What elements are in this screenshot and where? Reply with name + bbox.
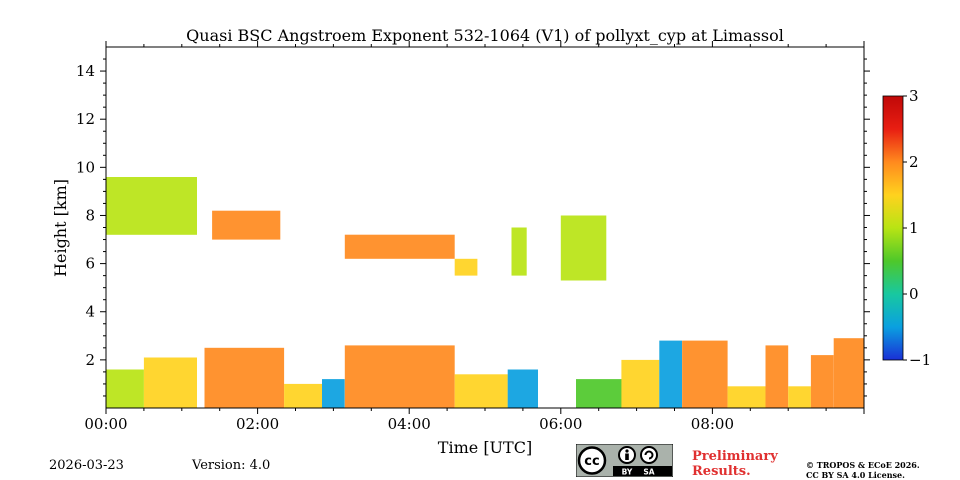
colorbar-tick-label: 3 [909,87,919,105]
cc-by-sa-badge: cc BY SA [576,444,673,477]
elevated-aerosol-segment-4 [511,227,527,276]
cc-icon [577,446,607,475]
elevated-aerosol-segment-3 [454,258,478,276]
near-surface-segment-8 [576,379,622,408]
y-tick-label: 10 [76,158,95,176]
x-tick-label: 08:00 [691,415,734,433]
y-tick-label: 4 [85,303,95,321]
y-tick-label: 6 [85,255,95,273]
badge-sa-label: SA [643,468,654,477]
y-axis-label: Height [km] [51,179,70,277]
near-surface-segment-14 [788,386,811,408]
colorbar-tick-label: 2 [909,153,919,171]
near-surface-segment-7 [507,369,538,408]
y-tick-label: 12 [76,110,95,128]
y-tick-label: 14 [76,62,95,80]
preliminary-line-1: Preliminary [692,449,778,464]
near-surface-segment-12 [727,386,766,408]
near-surface-segment-0 [106,369,144,408]
near-surface-segment-11 [682,340,728,408]
near-surface-segment-2 [204,347,285,408]
near-surface-segment-16 [833,338,864,408]
x-tick-label: 00:00 [84,415,127,433]
x-axis-label: Time [UTC] [438,438,532,457]
elevated-aerosol-segment-5 [560,215,607,281]
colorbar-tick-label: −1 [909,351,931,369]
elevated-aerosol-segment-2 [344,234,455,259]
sa-share-icon [640,446,658,464]
near-surface-segment-15 [810,355,834,408]
preliminary-results-note: Preliminary Results. [692,449,778,479]
near-surface-segment-6 [454,374,508,408]
version-label: Version: 4.0 [192,458,271,473]
elevated-aerosol-segment-1 [212,210,281,240]
x-tick-label: 04:00 [388,415,431,433]
y-tick-label: 8 [85,206,95,224]
date-label: 2026-03-23 [49,458,124,473]
y-tick-label: 2 [85,351,95,369]
near-surface-segment-1 [143,357,197,408]
near-surface-segment-3 [284,383,322,408]
colorbar [882,95,904,361]
near-surface-segment-10 [659,340,682,408]
colorbar-tick-label: 1 [909,219,919,237]
preliminary-line-2: Results. [692,464,751,479]
copyright-credit: © TROPOS & ECoE 2026. CC BY SA 4.0 Licen… [806,460,920,480]
near-surface-segment-9 [621,359,660,408]
credit-line-1: © TROPOS & ECoE 2026. [806,460,920,470]
elevated-aerosol-segment-0 [106,177,197,235]
x-tick-label: 06:00 [539,415,582,433]
heatmap-layer [106,177,864,408]
near-surface-segment-5 [344,345,455,408]
near-surface-segment-13 [765,345,789,408]
x-axis: 00:00 02:00 04:00 06:00 08:00 [84,41,865,433]
colorbar-tick-label: 0 [909,285,919,303]
y-axis: 2 4 6 8 10 12 14 [76,58,870,397]
credit-line-2: CC BY SA 4.0 License. [806,470,905,480]
svg-text:cc: cc [584,454,599,469]
near-surface-segment-4 [322,379,345,408]
colorbar-ticks: 3 2 1 0 −1 [903,87,931,369]
x-tick-label: 02:00 [236,415,279,433]
chart-title: Quasi BSC Angstroem Exponent 532-1064 (V… [186,26,784,45]
badge-by-label: BY [622,468,633,477]
